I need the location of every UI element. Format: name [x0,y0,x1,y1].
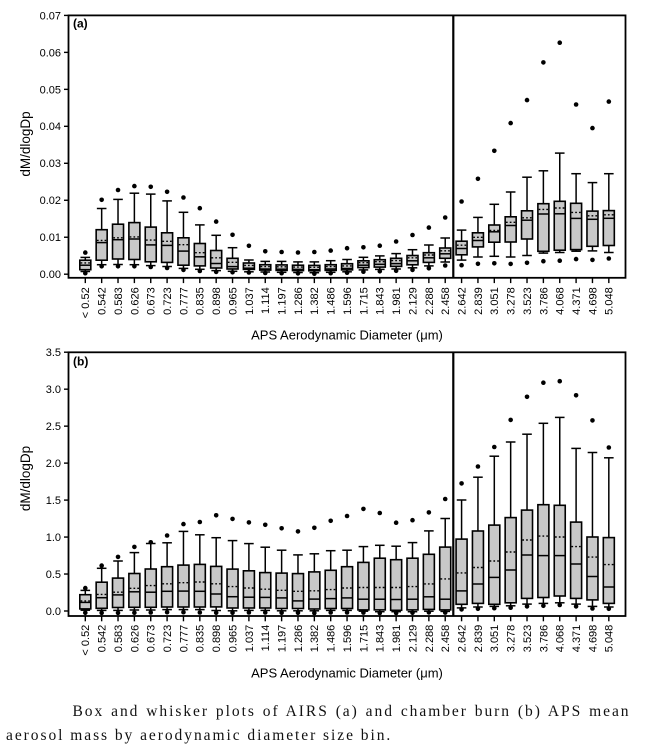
svg-text:1.037: 1.037 [244,625,256,653]
svg-text:1.596: 1.596 [342,625,354,653]
svg-text:4.698: 4.698 [587,625,599,653]
svg-text:1.286: 1.286 [293,625,305,653]
svg-text:1.286: 1.286 [293,287,305,315]
svg-text:0.835: 0.835 [195,287,207,315]
svg-text:3.0: 3.0 [46,384,61,396]
svg-text:1.843: 1.843 [375,287,387,315]
svg-text:0.04: 0.04 [40,121,61,133]
svg-text:3.051: 3.051 [489,625,501,653]
svg-text:2.839: 2.839 [473,287,485,315]
svg-text:3.523: 3.523 [522,625,534,653]
svg-text:2.5: 2.5 [46,421,61,433]
svg-text:0.05: 0.05 [40,84,61,96]
svg-text:1.114: 1.114 [260,287,272,314]
svg-text:5.048: 5.048 [604,625,616,653]
svg-text:1.715: 1.715 [358,625,370,653]
svg-text:2.129: 2.129 [407,287,419,315]
svg-text:0.0: 0.0 [46,606,61,618]
svg-text:1.981: 1.981 [391,625,403,653]
svg-text:0.673: 0.673 [146,287,158,315]
svg-text:2.458: 2.458 [440,287,452,315]
svg-text:5.048: 5.048 [604,287,616,315]
svg-text:0.777: 0.777 [178,287,190,315]
svg-text:1.715: 1.715 [358,287,370,315]
svg-text:0.583: 0.583 [113,625,125,653]
svg-text:2.458: 2.458 [440,625,452,653]
svg-text:0.02: 0.02 [40,195,61,207]
svg-text:dM/dlogDp: dM/dlogDp [18,446,33,511]
svg-text:1.486: 1.486 [326,625,338,653]
svg-text:2.288: 2.288 [424,287,436,315]
svg-text:2.642: 2.642 [456,625,468,653]
svg-text:0.5: 0.5 [46,569,61,581]
svg-text:1.382: 1.382 [309,625,321,653]
svg-text:4.371: 4.371 [571,625,583,653]
svg-text:0.583: 0.583 [113,287,125,315]
svg-text:2.0: 2.0 [46,458,61,470]
svg-text:2.839: 2.839 [473,625,485,653]
svg-text:(b): (b) [73,355,88,369]
svg-text:3.278: 3.278 [506,625,518,653]
svg-text:4.698: 4.698 [587,287,599,315]
svg-text:0.06: 0.06 [40,47,61,59]
svg-text:< 0.52: < 0.52 [80,625,92,656]
svg-text:1.486: 1.486 [326,287,338,315]
svg-text:dM/dlogDp: dM/dlogDp [18,111,33,176]
svg-text:APS Aerodynamic Diameter (μm): APS Aerodynamic Diameter (μm) [251,328,443,343]
svg-text:0.723: 0.723 [162,625,174,653]
svg-text:0.898: 0.898 [211,287,223,315]
svg-text:4.068: 4.068 [555,625,567,653]
svg-text:1.596: 1.596 [342,287,354,315]
svg-text:0.07: 0.07 [40,10,61,22]
svg-text:0.00: 0.00 [40,269,61,281]
svg-text:(a): (a) [73,17,88,31]
svg-text:0.542: 0.542 [97,625,109,653]
svg-text:0.898: 0.898 [211,625,223,653]
svg-text:0.777: 0.777 [178,625,190,653]
svg-text:1.197: 1.197 [277,625,289,653]
svg-text:0.542: 0.542 [97,287,109,315]
svg-text:2.129: 2.129 [407,625,419,653]
svg-text:1.0: 1.0 [46,532,61,544]
svg-text:3.786: 3.786 [538,625,550,653]
svg-text:3.523: 3.523 [522,287,534,315]
svg-text:2.642: 2.642 [456,287,468,315]
svg-text:3.051: 3.051 [489,287,501,315]
svg-text:3.5: 3.5 [46,347,61,359]
svg-text:0.673: 0.673 [146,625,158,653]
svg-text:0.01: 0.01 [40,232,61,244]
svg-text:0.03: 0.03 [40,158,61,170]
svg-text:0.965: 0.965 [227,625,239,653]
svg-text:4.068: 4.068 [555,287,567,315]
svg-text:0.965: 0.965 [227,287,239,315]
svg-text:1.197: 1.197 [277,287,289,315]
svg-text:1.5: 1.5 [46,495,61,507]
svg-text:1.382: 1.382 [309,287,321,315]
svg-text:2.288: 2.288 [424,625,436,653]
svg-text:0.835: 0.835 [195,625,207,653]
svg-text:0.626: 0.626 [129,625,141,653]
svg-text:3.786: 3.786 [538,287,550,315]
svg-text:4.371: 4.371 [571,287,583,315]
svg-text:1.114: 1.114 [260,625,272,652]
svg-text:< 0.52: < 0.52 [80,287,92,318]
svg-text:APS Aerodynamic Diameter (μm): APS Aerodynamic Diameter (μm) [251,666,443,681]
svg-text:1.843: 1.843 [375,625,387,653]
svg-text:0.626: 0.626 [129,287,141,315]
svg-text:1.981: 1.981 [391,287,403,315]
svg-text:3.278: 3.278 [506,287,518,315]
svg-text:0.723: 0.723 [162,287,174,315]
svg-text:1.037: 1.037 [244,287,256,315]
